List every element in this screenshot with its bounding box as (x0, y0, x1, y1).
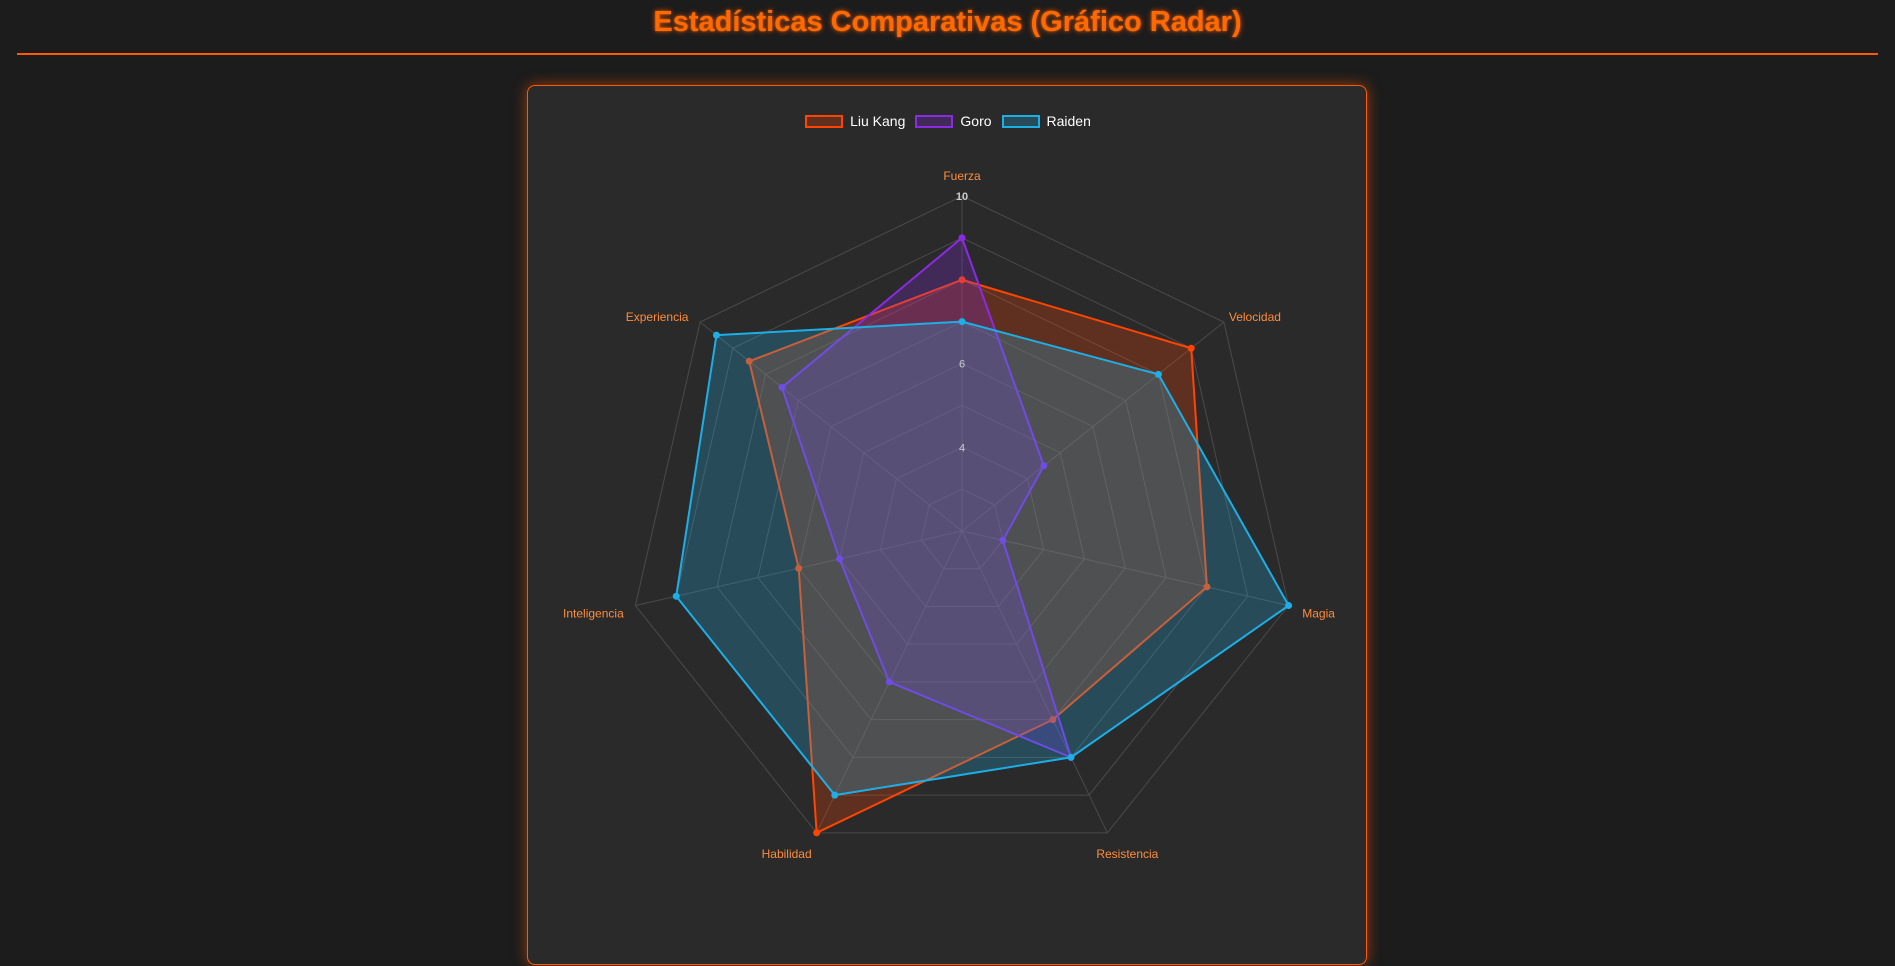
tick-label: 6 (959, 359, 965, 371)
data-point-goro (778, 383, 786, 391)
data-point-raiden (672, 592, 680, 600)
grid-ring (675, 237, 1249, 796)
grid-ring (920, 488, 1004, 570)
series-area-goro (780, 236, 1073, 759)
grid-spoke (961, 321, 1225, 532)
grid-ring (716, 279, 1208, 758)
axis-label-experiencia: Experiencia (626, 310, 689, 324)
data-point-raiden (958, 318, 966, 326)
tick-label: 4 (959, 442, 965, 454)
data-point-raiden (1067, 753, 1075, 761)
page-title: Estadísticas Comparativas (Gráfico Radar… (653, 6, 1242, 38)
data-point-liu-kang (1203, 583, 1211, 591)
data-point-goro (999, 536, 1007, 544)
data-point-raiden (712, 331, 720, 339)
data-point-liu-kang (1187, 344, 1195, 352)
data-point-goro (836, 555, 844, 563)
axis-label-velocidad: Velocidad (1229, 310, 1281, 324)
axis-label-inteligencia: Inteligencia (563, 607, 624, 621)
grid-ring (798, 362, 1126, 683)
grid-spoke (961, 530, 1108, 834)
grid-ring (634, 195, 1290, 834)
chart-legend: Liu Kang Goro Raiden (528, 113, 1368, 129)
radar-labels: 4 6 10 Fuerza Velocidad Magia Resistencia Habil… (563, 169, 1335, 861)
data-point-goro (1040, 462, 1048, 470)
data-point-liu-kang (958, 276, 966, 284)
legend-item-goro[interactable]: Goro (915, 113, 992, 129)
grid-ring (757, 321, 1167, 721)
axis-label-habilidad: Habilidad (762, 847, 812, 861)
grid-ring (838, 404, 1086, 645)
axis-label-fuerza: Fuerza (943, 169, 981, 183)
radar-grid (634, 195, 1290, 834)
data-point-liu-kang (745, 357, 753, 365)
legend-item-liu-kang[interactable]: Liu Kang (805, 113, 905, 129)
data-point-liu-kang (813, 829, 821, 837)
chart-card: Liu Kang Goro Raiden 4 6 10 Fuerza Velocidad… (527, 85, 1367, 965)
legend-label-liu-kang: Liu Kang (850, 113, 906, 129)
data-point-liu-kang (1049, 716, 1057, 724)
data-point-goro (885, 678, 893, 686)
radar-chart: 4 6 10 Fuerza Velocidad Magia Resistencia Habil… (563, 169, 1335, 861)
radar-series (672, 234, 1293, 837)
tick-label: 10 (956, 191, 968, 203)
data-point-raiden (831, 791, 839, 799)
data-point-goro (958, 234, 966, 242)
data-point-raiden (1285, 602, 1293, 610)
legend-item-raiden[interactable]: Raiden (1001, 113, 1091, 129)
legend-swatch-goro (915, 114, 954, 128)
axis-label-magia: Magia (1302, 607, 1335, 621)
grid-spoke (699, 321, 963, 532)
legend-label-goro: Goro (960, 113, 992, 129)
legend-swatch-liu-kang (805, 114, 844, 128)
grid-spoke (961, 530, 1289, 607)
axis-label-resistencia: Resistencia (1096, 847, 1158, 861)
title-divider (17, 53, 1878, 55)
data-point-raiden (1154, 370, 1162, 378)
data-point-liu-kang (795, 564, 803, 572)
series-area-liu-kang (748, 278, 1208, 834)
series-area-raiden (675, 320, 1290, 797)
legend-swatch-raiden (1001, 114, 1040, 128)
legend-label-raiden: Raiden (1046, 113, 1091, 129)
